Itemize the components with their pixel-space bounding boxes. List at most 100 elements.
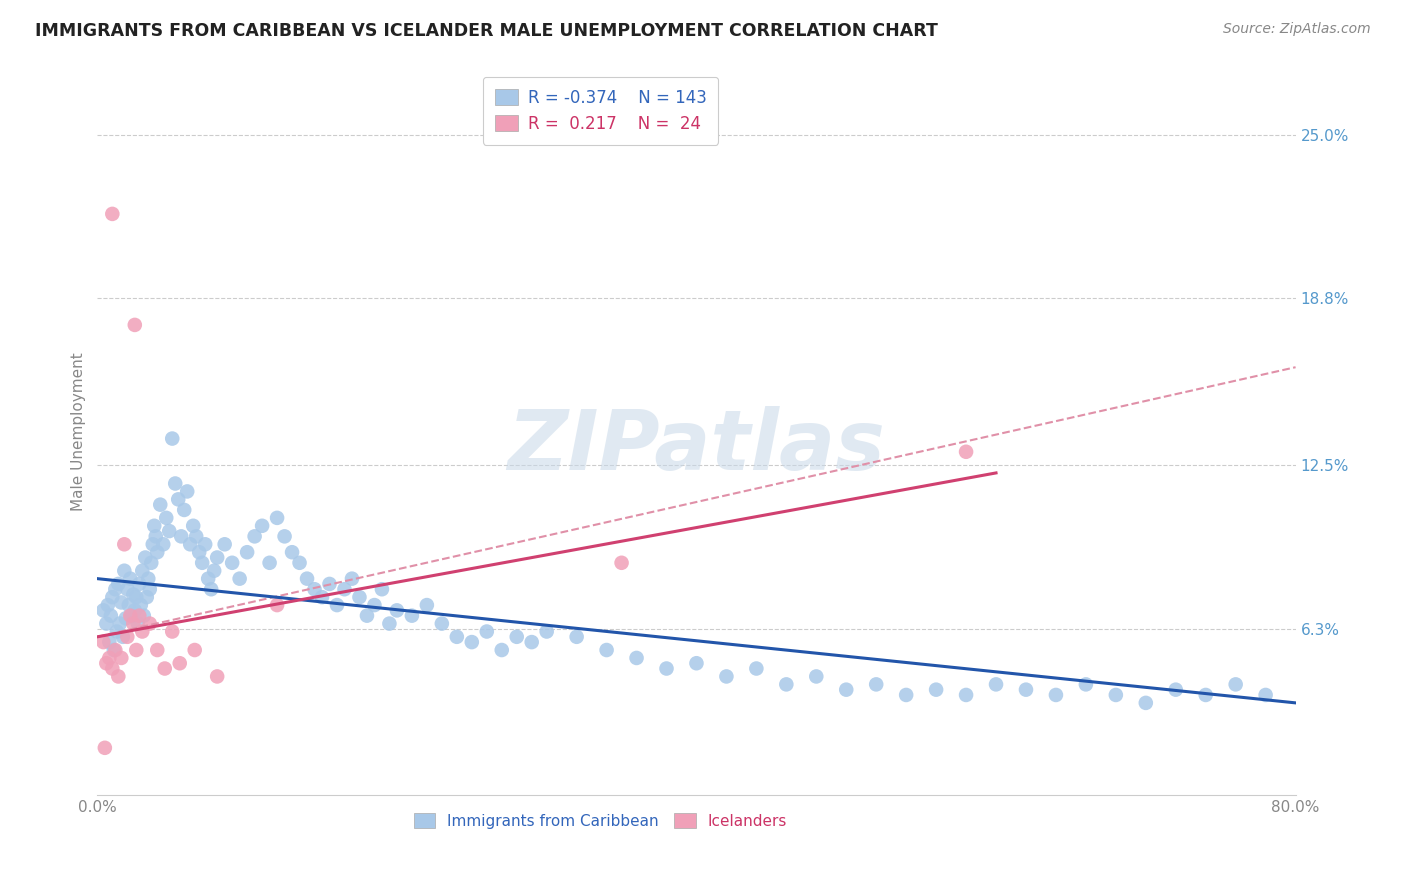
Point (1254, 688, 1277, 702)
Point (153, 661, 176, 675)
Point (202, 564, 225, 578)
Point (288, 556, 311, 570)
Point (134, 550, 156, 565)
Point (146, 643, 169, 657)
Point (100, 608, 122, 623)
Point (117, 630, 139, 644)
Point (128, 577, 150, 591)
Point (716, 669, 738, 683)
Point (107, 577, 129, 591)
Point (114, 611, 136, 625)
Point (141, 556, 163, 570)
Point (101, 207, 124, 221)
Point (214, 537, 236, 551)
Point (446, 630, 468, 644)
Point (131, 624, 153, 639)
Point (135, 590, 157, 604)
Point (273, 529, 295, 543)
Point (139, 616, 162, 631)
Point (1045, 688, 1067, 702)
Point (143, 518, 166, 533)
Point (1135, 696, 1157, 710)
Point (142, 537, 165, 551)
Point (121, 608, 143, 623)
Point (340, 572, 363, 586)
Point (108, 616, 131, 631)
Point (162, 624, 184, 639)
Point (117, 582, 139, 597)
Point (565, 630, 588, 644)
Point (894, 688, 917, 702)
Point (356, 608, 378, 623)
Point (349, 590, 371, 604)
Point (173, 503, 195, 517)
Point (152, 537, 174, 551)
Point (1225, 677, 1247, 691)
Point (221, 556, 243, 570)
Point (118, 598, 141, 612)
Point (101, 661, 124, 675)
Point (157, 524, 180, 538)
Point (122, 616, 145, 631)
Point (333, 582, 356, 597)
Point (1164, 682, 1187, 697)
Point (1105, 688, 1128, 702)
Point (96, 657, 118, 671)
Point (120, 572, 142, 586)
Point (250, 518, 273, 533)
Legend: Immigrants from Caribbean, Icelanders: Immigrants from Caribbean, Icelanders (408, 807, 793, 835)
Point (925, 682, 948, 697)
Point (295, 572, 318, 586)
Point (181, 518, 204, 533)
Point (318, 577, 340, 591)
Point (236, 545, 259, 559)
Point (1195, 688, 1218, 702)
Text: Source: ZipAtlas.com: Source: ZipAtlas.com (1223, 22, 1371, 37)
Point (96, 616, 118, 631)
Point (259, 556, 281, 570)
Point (401, 608, 423, 623)
Point (191, 556, 214, 570)
Point (520, 635, 543, 649)
Point (104, 643, 127, 657)
Point (183, 643, 205, 657)
Point (105, 624, 128, 639)
Point (132, 608, 155, 623)
Point (685, 657, 707, 671)
Point (416, 598, 439, 612)
Point (205, 550, 228, 565)
Point (775, 677, 797, 691)
Y-axis label: Male Unemployment: Male Unemployment (72, 352, 86, 511)
Point (125, 643, 148, 657)
Point (955, 444, 977, 458)
Point (176, 484, 198, 499)
Point (228, 572, 250, 586)
Point (266, 511, 288, 525)
Point (120, 608, 142, 623)
Text: IMMIGRANTS FROM CARIBBEAN VS ICELANDER MALE UNEMPLOYMENT CORRELATION CHART: IMMIGRANTS FROM CARIBBEAN VS ICELANDER M… (35, 22, 938, 40)
Point (110, 595, 132, 609)
Point (169, 657, 191, 671)
Point (363, 598, 385, 612)
Point (103, 643, 125, 657)
Point (124, 603, 146, 617)
Point (475, 624, 498, 639)
Point (112, 537, 135, 551)
Point (136, 572, 159, 586)
Point (835, 682, 858, 697)
Point (112, 564, 135, 578)
Point (162, 432, 184, 446)
Point (461, 635, 484, 649)
Point (98, 635, 121, 649)
Point (122, 587, 145, 601)
Point (506, 630, 529, 644)
Point (165, 476, 187, 491)
Point (146, 545, 169, 559)
Point (430, 616, 453, 631)
Point (626, 651, 648, 665)
Point (94, 740, 117, 755)
Point (110, 651, 132, 665)
Point (984, 677, 1007, 691)
Point (170, 529, 193, 543)
Point (124, 318, 146, 332)
